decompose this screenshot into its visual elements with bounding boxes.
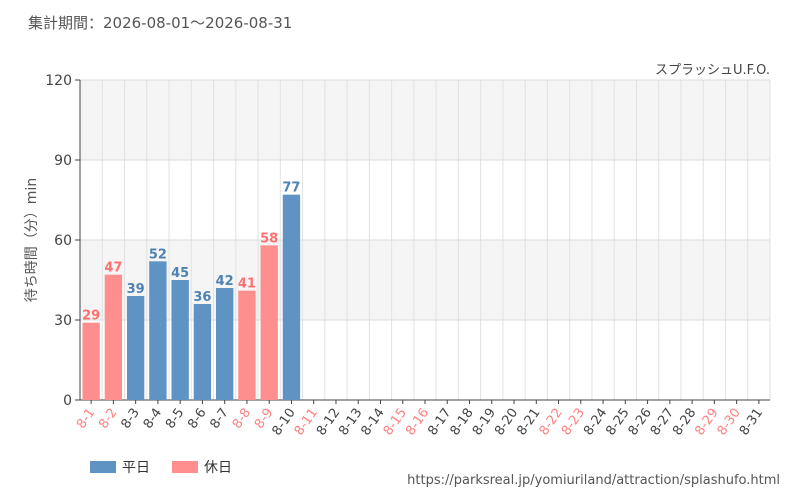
bar-8-9[interactable] — [260, 245, 278, 400]
data-label-8-1: 29 — [82, 309, 100, 324]
x-tick-label: 8-16 — [403, 406, 432, 439]
legend-swatch-weekday — [90, 461, 116, 473]
data-label-8-10: 77 — [282, 181, 300, 196]
x-tick-label: 8-11 — [292, 406, 321, 439]
x-tick-label: 8-3 — [118, 406, 142, 432]
x-tick-label: 8-20 — [492, 406, 521, 439]
wait-time-chart: 0 30 60 90 120 待ち時間（分）min スプラッシュU.F.O. 29 8-1 47 8… — [24, 63, 771, 439]
x-tick-label: 8-29 — [692, 406, 721, 439]
x-tick-label: 8-28 — [670, 406, 699, 439]
data-label-8-6: 36 — [193, 290, 211, 305]
x-tick-label: 8-22 — [537, 406, 566, 439]
bar-8-7[interactable] — [215, 288, 234, 400]
bar-8-6[interactable] — [193, 304, 212, 400]
plot-band — [80, 80, 770, 160]
data-label-8-5: 45 — [171, 266, 189, 281]
bar-8-8[interactable] — [238, 290, 256, 400]
data-label-8-2: 47 — [104, 261, 122, 276]
data-label-8-8: 41 — [238, 277, 256, 292]
x-tick-label: 8-18 — [448, 406, 477, 439]
legend-item-holiday[interactable]: 休日 — [172, 457, 232, 477]
bar-8-2[interactable] — [104, 274, 123, 400]
x-tick-label: 8-7 — [207, 406, 231, 432]
x-tick-label: 8-23 — [559, 406, 588, 439]
x-tick-label: 8-21 — [514, 406, 543, 439]
data-label-8-9: 58 — [260, 231, 278, 246]
y-tick-label: 120 — [45, 73, 72, 89]
legend-swatch-holiday — [172, 461, 198, 473]
y-tick-label: 60 — [54, 233, 72, 249]
legend-item-weekday[interactable]: 平日 — [90, 457, 150, 477]
y-axis-label: 待ち時間（分）min — [24, 178, 40, 302]
x-tick-label: 8-30 — [715, 406, 744, 439]
x-tick-label: 8-14 — [359, 406, 388, 439]
data-label-8-4: 52 — [149, 247, 167, 262]
period-text: 集計期間：2026-08-01～2026-08-31 — [28, 14, 293, 32]
attraction-name: スプラッシュU.F.O. — [655, 63, 770, 78]
y-tick-label: 0 — [63, 393, 72, 409]
legend-label-holiday: 休日 — [204, 460, 232, 476]
x-tick-label: 8-31 — [737, 406, 766, 439]
y-tick-label: 90 — [54, 153, 72, 169]
x-tick-label: 8-26 — [626, 406, 655, 439]
bar-8-1[interactable] — [82, 322, 100, 400]
bar-8-4[interactable] — [149, 261, 167, 400]
legend: 平日 休日 — [90, 457, 254, 477]
x-tick-label: 8-4 — [141, 406, 165, 432]
data-label-8-3: 39 — [127, 282, 145, 297]
x-tick-label: 8-10 — [270, 406, 299, 439]
x-tick-label: 8-6 — [185, 406, 209, 432]
data-label-8-7: 42 — [216, 274, 234, 289]
x-tick-label: 8-5 — [163, 406, 187, 432]
source-url: https://parksreal.jp/yomiuriland/attract… — [407, 473, 780, 488]
bar-8-10[interactable] — [282, 194, 301, 400]
x-tick-label: 8-19 — [470, 406, 499, 439]
x-tick-label: 8-13 — [336, 406, 365, 439]
bar-8-5[interactable] — [171, 280, 189, 400]
y-tick-label: 30 — [54, 313, 72, 329]
x-tick-label: 8-25 — [603, 406, 632, 439]
x-tick-label: 8-1 — [74, 406, 98, 432]
x-tick-label: 8-27 — [648, 406, 677, 439]
x-tick-label: 8-15 — [381, 406, 410, 439]
bar-8-3[interactable] — [126, 296, 145, 400]
x-tick-label: 8-24 — [581, 406, 610, 439]
x-tick-label: 8-17 — [425, 406, 454, 439]
legend-label-weekday: 平日 — [122, 460, 150, 476]
x-tick-label: 8-12 — [314, 406, 343, 439]
x-tick-label: 8-2 — [96, 406, 120, 432]
x-tick-label: 8-8 — [230, 406, 254, 432]
